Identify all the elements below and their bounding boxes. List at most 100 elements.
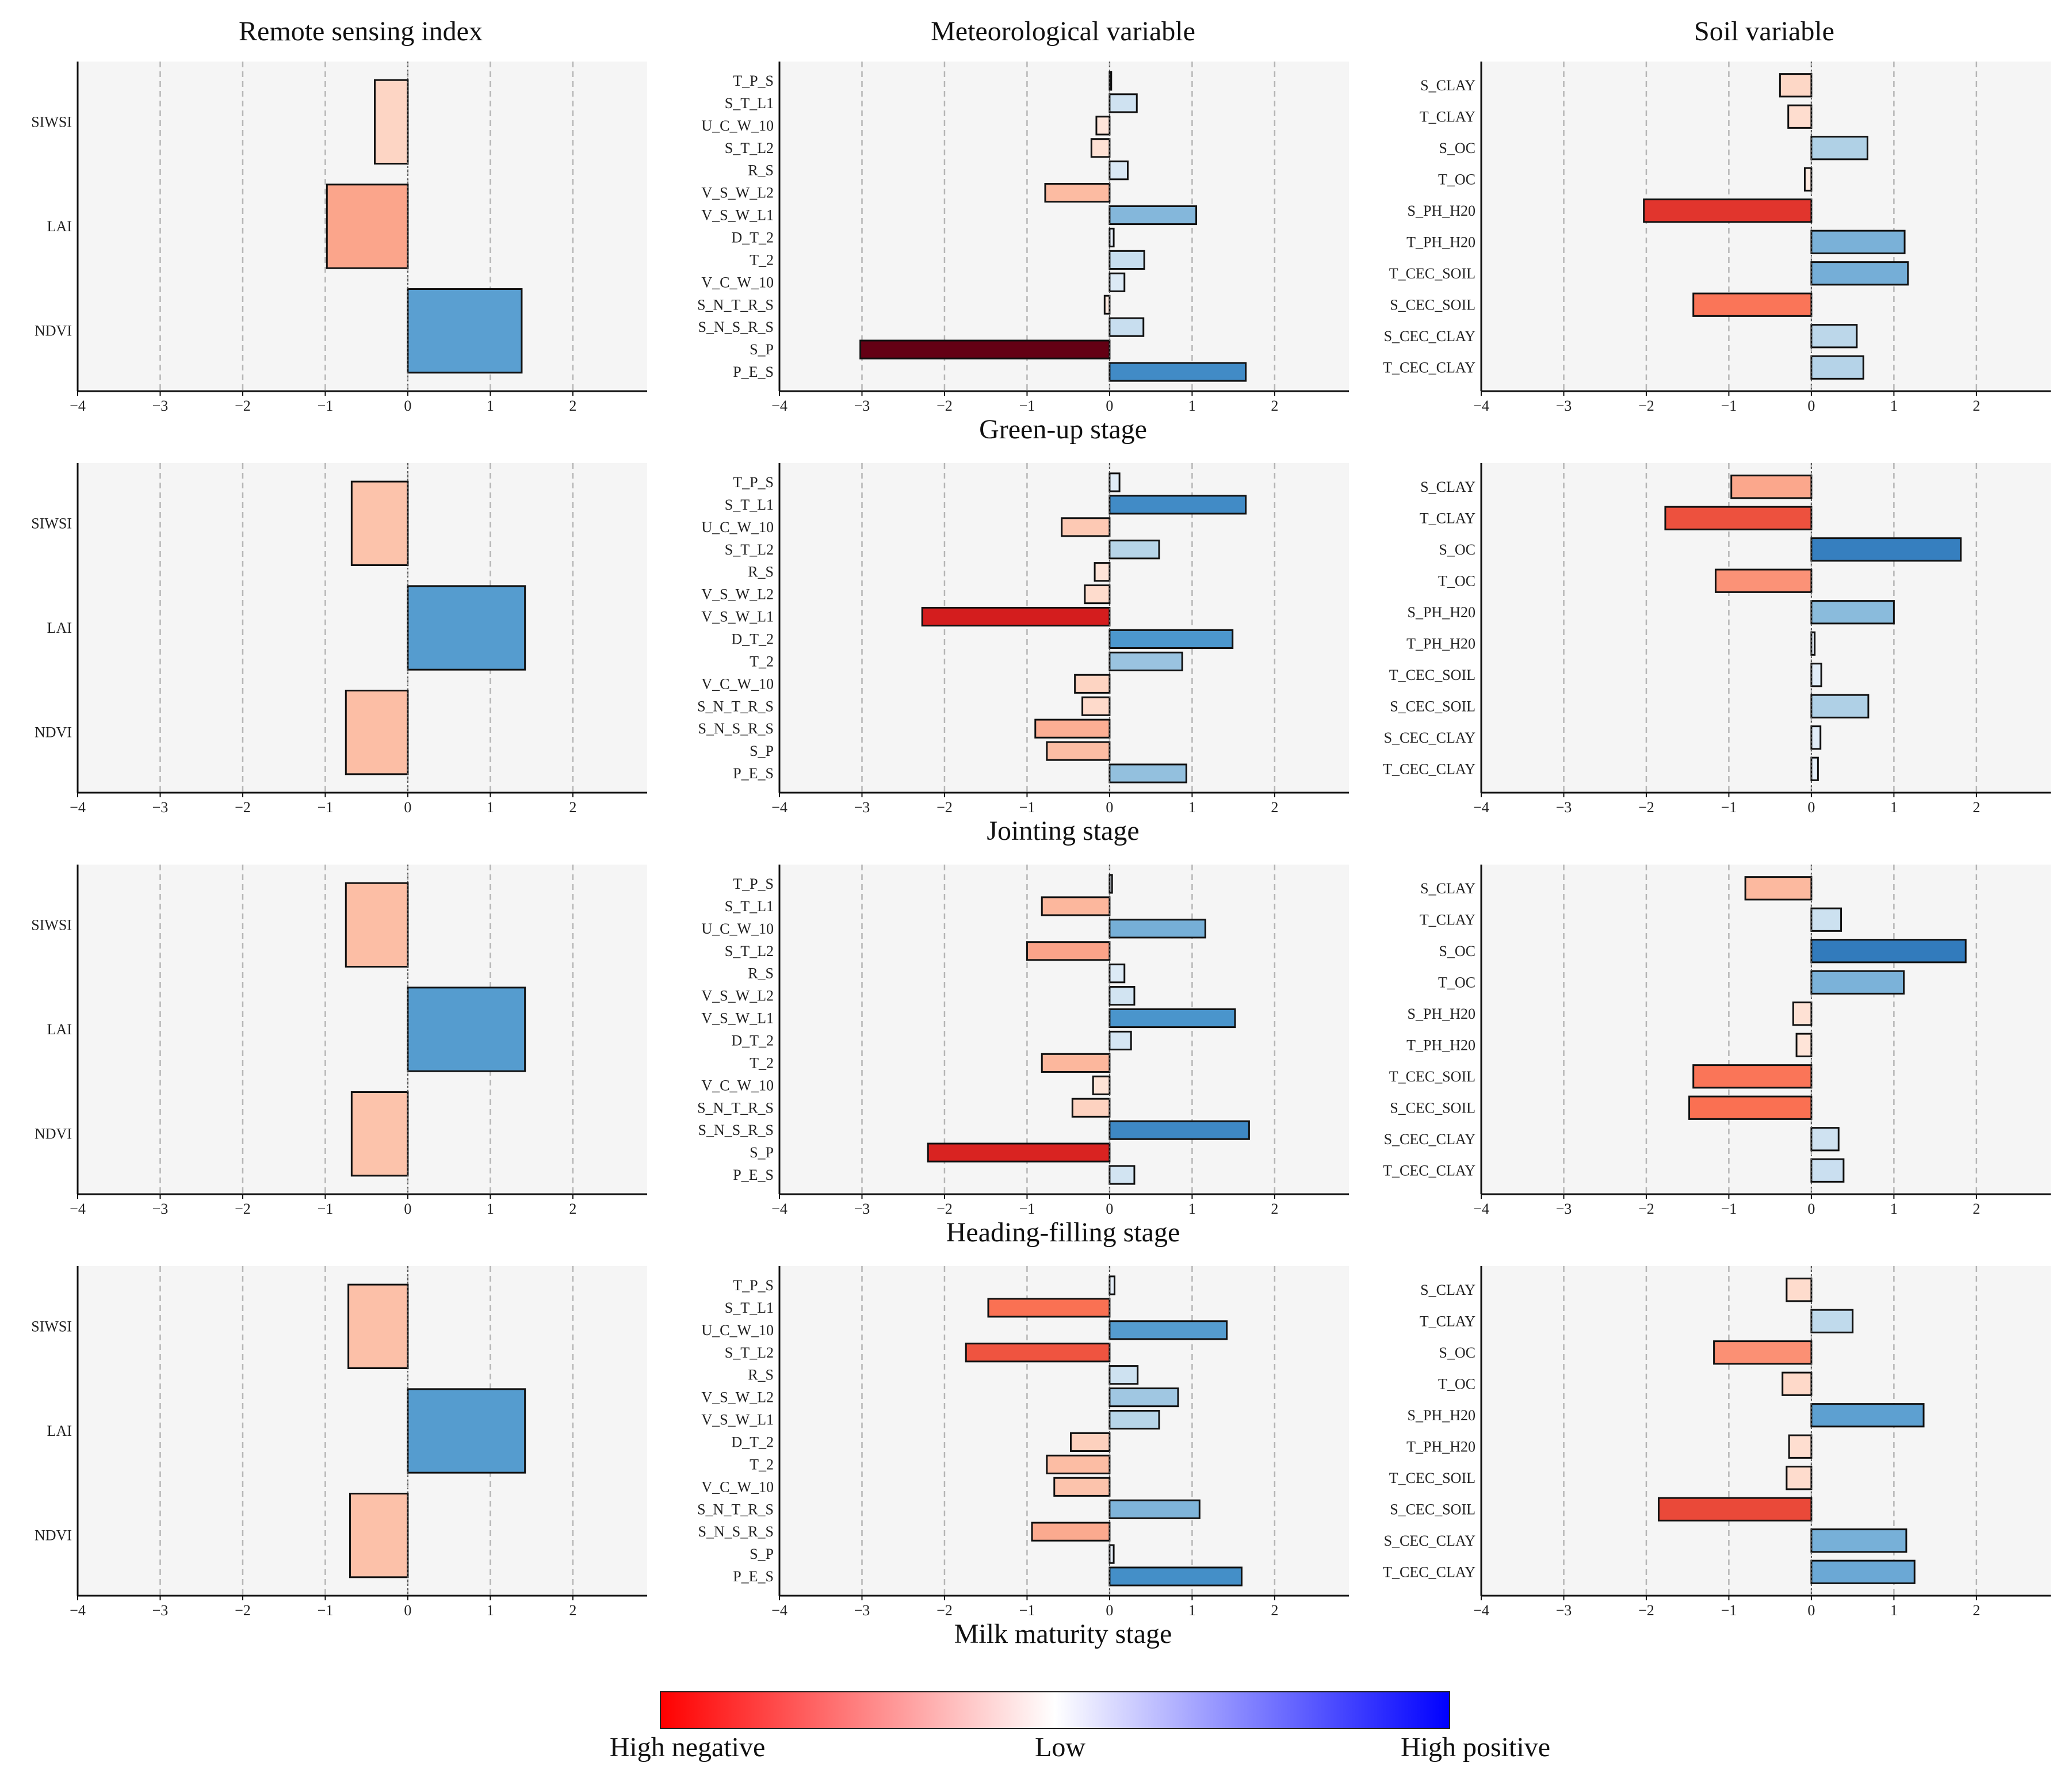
bar-t-p-s: [1108, 874, 1113, 894]
x-tick-label: 0: [404, 1602, 411, 1619]
bar-t-2: [1046, 1454, 1111, 1474]
panel-heading-filling-stage-meteorological-variable: T_P_S S_T_L1 U_C_W_10 S_T_L2 R_S V_S_W_L2 V_S_…: [697, 865, 1349, 1217]
category-label: R_S: [748, 564, 774, 580]
category-label: S_T_L2: [725, 140, 774, 156]
bar-p-e-s: [1108, 1566, 1243, 1586]
bar-t-ph-h20: [1795, 1033, 1813, 1057]
bar-u-c-w-10: [1095, 116, 1111, 136]
x-tick-label: 0: [1807, 397, 1815, 414]
category-label: T_CEC_SOIL: [1389, 667, 1475, 683]
panel-green-up-stage-soil-variable: S_CLAY T_CLAY S_OC T_OC S_PH_H20 T_PH_H20 T_CE…: [1383, 62, 2051, 414]
x-tick-label: 1: [1890, 397, 1898, 414]
x-tick-label: −2: [936, 1602, 953, 1619]
category-label: S_N_T_R_S: [697, 1099, 774, 1116]
x-tick-label: 2: [1972, 1201, 1980, 1217]
x-tick-label: −4: [1473, 1201, 1489, 1217]
bar-t-2: [1108, 250, 1145, 270]
x-tick-label: 1: [1188, 799, 1196, 816]
bar-d-t-2: [1069, 1432, 1111, 1452]
panel-background: [1481, 1266, 2051, 1596]
x-tick-label: 1: [487, 799, 494, 816]
category-label: S_CEC_CLAY: [1384, 1131, 1476, 1148]
category-label: S_T_L2: [725, 943, 774, 959]
bar-s-clay: [1730, 475, 1813, 499]
category-label: S_OC: [1439, 140, 1475, 156]
bar-t-clay: [1810, 907, 1842, 932]
bar-v-c-w-10: [1074, 674, 1111, 694]
column-header-remote-sensing: Remote sensing index: [239, 16, 483, 47]
bar-s-n-t-r-s: [1103, 295, 1111, 315]
category-label: R_S: [748, 965, 774, 982]
category-label: S_N_S_R_S: [698, 1523, 774, 1540]
category-label: S_CEC_SOIL: [1390, 296, 1475, 313]
category-label: S_OC: [1439, 943, 1475, 959]
bar-v-s-w-l1: [1108, 205, 1198, 225]
x-tick-label: −3: [152, 1602, 169, 1619]
bar-s-n-s-r-s: [1108, 317, 1145, 337]
x-tick-label: 1: [1890, 799, 1898, 816]
bar-r-s: [1108, 160, 1129, 181]
x-tick-label: −1: [318, 1201, 334, 1217]
panel-milk-maturity-stage-soil-variable: S_CLAY T_CLAY S_OC T_OC S_PH_H20 T_PH_H20 T_CE…: [1383, 1266, 2051, 1619]
bar-u-c-w-10: [1061, 517, 1111, 537]
x-tick-label: 1: [1188, 1602, 1196, 1619]
bar-v-c-w-10: [1053, 1477, 1111, 1497]
category-label: S_CLAY: [1420, 880, 1475, 897]
bar-s-clay: [1786, 1278, 1813, 1302]
panel-milk-maturity-stage-meteorological-variable: T_P_S S_T_L1 U_C_W_10 S_T_L2 R_S V_S_W_L2 V_S_…: [697, 1266, 1349, 1619]
bar-siwsi: [374, 79, 409, 165]
bar-t-cec-clay: [1810, 1559, 1916, 1584]
bar-lai: [326, 184, 409, 269]
category-label: T_PH_H20: [1406, 234, 1475, 250]
bar-t-clay: [1810, 1309, 1854, 1333]
bar-s-t-l1: [987, 1298, 1111, 1318]
category-label: V_S_W_L2: [701, 586, 774, 603]
bar-t-2: [1041, 1053, 1111, 1073]
stage-title-green-up: Green-up stage: [979, 414, 1147, 445]
x-tick-label: −2: [1638, 1602, 1654, 1619]
x-tick-label: −1: [318, 1602, 334, 1619]
bar-s-cec-soil: [1657, 1497, 1813, 1521]
category-label: S_CEC_SOIL: [1390, 1501, 1475, 1517]
legend-label-high-positive: High positive: [1401, 1732, 1550, 1763]
category-label: R_S: [748, 162, 774, 179]
category-label: V_S_W_L1: [701, 1010, 774, 1027]
bar-t-ph-h20: [1810, 230, 1906, 254]
panel-background: [1481, 62, 2051, 391]
bar-t-2: [1108, 651, 1183, 671]
x-tick-label: −3: [1556, 1602, 1572, 1619]
bar-v-s-w-l2: [1084, 584, 1111, 605]
bar-s-ph-h20: [1792, 1001, 1813, 1026]
x-tick-label: 2: [1972, 397, 1980, 414]
category-label: U_C_W_10: [701, 920, 774, 937]
x-tick-label: −2: [1638, 397, 1654, 414]
category-label: SIWSI: [31, 113, 72, 130]
bar-s-n-s-r-s: [1031, 1521, 1111, 1542]
panel-heading-filling-stage-remote-sensing-index: SIWSI LAI NDVI −4 −3 −2 −1 0 1 2: [31, 865, 647, 1217]
category-label: D_T_2: [731, 1032, 774, 1049]
bar-s-t-l2: [1090, 138, 1111, 158]
x-tick-label: 1: [1188, 397, 1196, 414]
x-tick-label: −1: [1721, 397, 1737, 414]
category-label: S_PH_H20: [1408, 1407, 1475, 1424]
category-label: T_PH_H20: [1406, 1438, 1475, 1455]
legend-label-high-negative: High negative: [610, 1732, 766, 1763]
bar-t-ph-h20: [1788, 1434, 1813, 1459]
bar-s-cec-soil: [1688, 1095, 1813, 1120]
x-tick-label: −4: [1473, 397, 1489, 414]
category-label: S_P: [750, 743, 774, 759]
category-label: S_N_T_R_S: [697, 1501, 774, 1517]
panel-background: [1481, 865, 2051, 1194]
bar-v-c-w-10: [1108, 272, 1126, 292]
x-tick-label: −1: [1019, 799, 1035, 816]
x-tick-label: 2: [569, 799, 576, 816]
bar-s-clay: [1779, 73, 1813, 98]
column-header-soil: Soil variable: [1694, 16, 1834, 47]
category-label: LAI: [47, 218, 72, 235]
bar-s-oc: [1810, 939, 1967, 964]
bar-r-s: [1108, 1365, 1139, 1385]
x-tick-label: −2: [1638, 799, 1654, 816]
x-tick-label: 1: [1890, 1602, 1898, 1619]
bar-siwsi: [347, 1283, 409, 1370]
x-tick-label: 0: [1807, 1602, 1815, 1619]
